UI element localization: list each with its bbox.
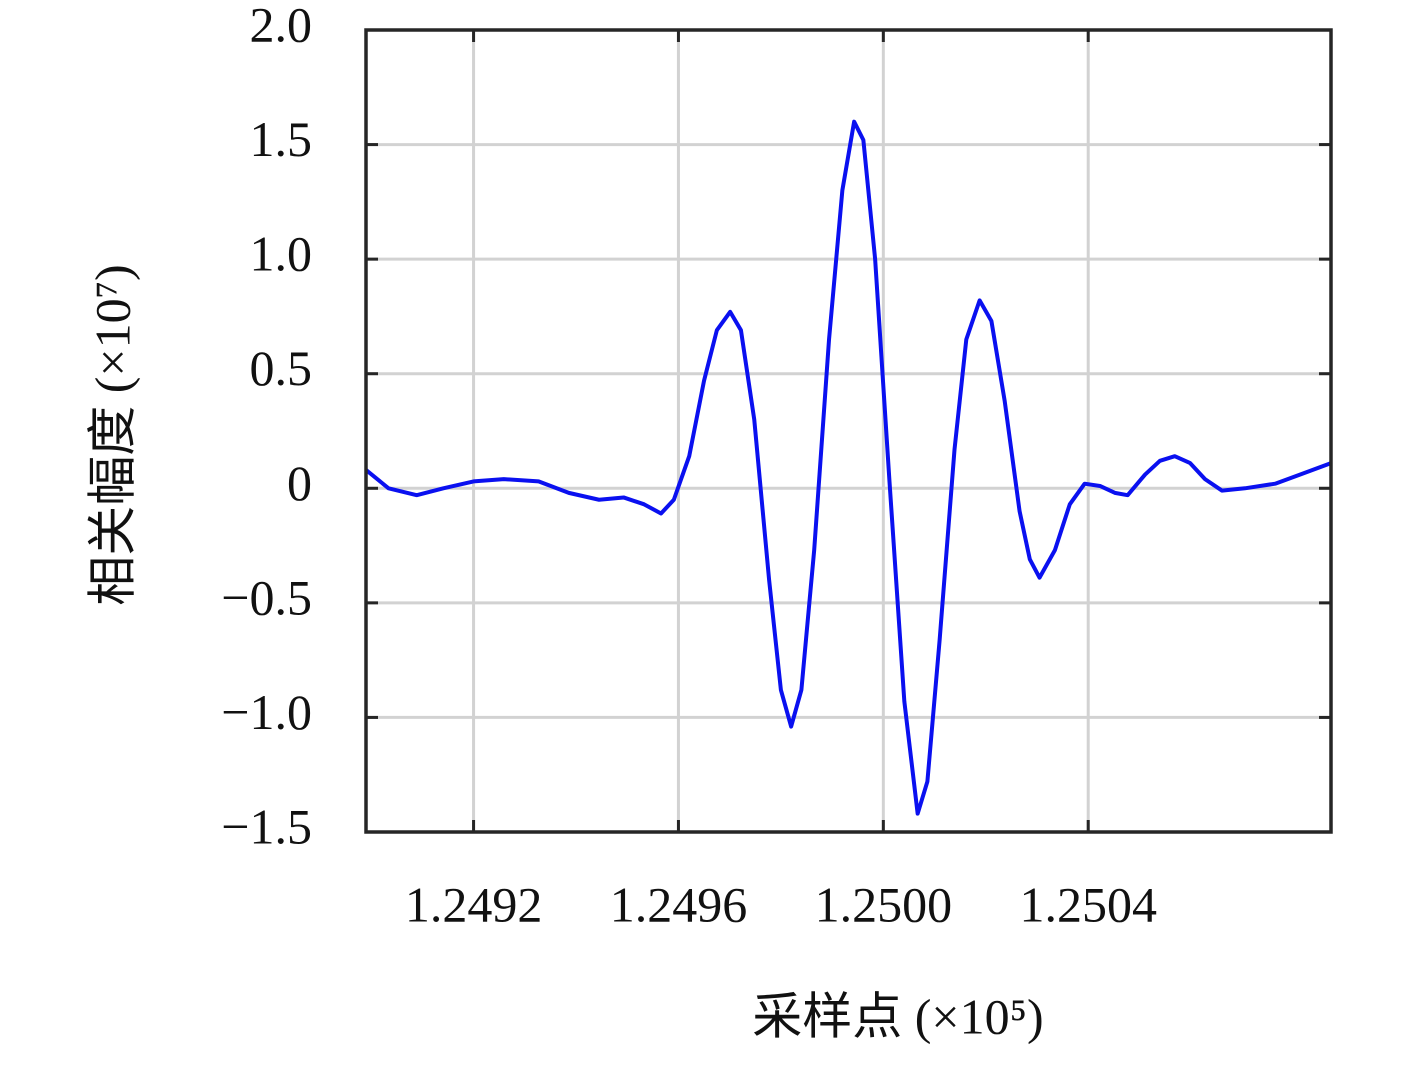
x-tick-label: 1.2496	[610, 876, 748, 932]
data-line	[364, 119, 1332, 816]
y-tick-label: 1.5	[250, 111, 313, 167]
x-tick-label: 1.2504	[1019, 876, 1157, 932]
y-tick-label: −1.0	[221, 684, 312, 740]
y-tick-label: 2.0	[250, 0, 313, 52]
y-tick-label: 1.0	[250, 226, 313, 282]
x-tick-label: 1.2500	[815, 876, 953, 932]
y-tick-label: −1.5	[221, 798, 312, 854]
y-tick-label: 0	[287, 455, 312, 511]
x-tick-label: 1.2492	[405, 876, 543, 932]
x-axis-label: 采样点 (×10⁵)	[752, 988, 1043, 1044]
y-axis-label: 相关幅度 (×10⁷)	[84, 264, 140, 605]
y-tick-label: 0.5	[250, 340, 313, 396]
y-tick-label: −0.5	[221, 569, 312, 625]
plot-frame	[364, 28, 1333, 834]
